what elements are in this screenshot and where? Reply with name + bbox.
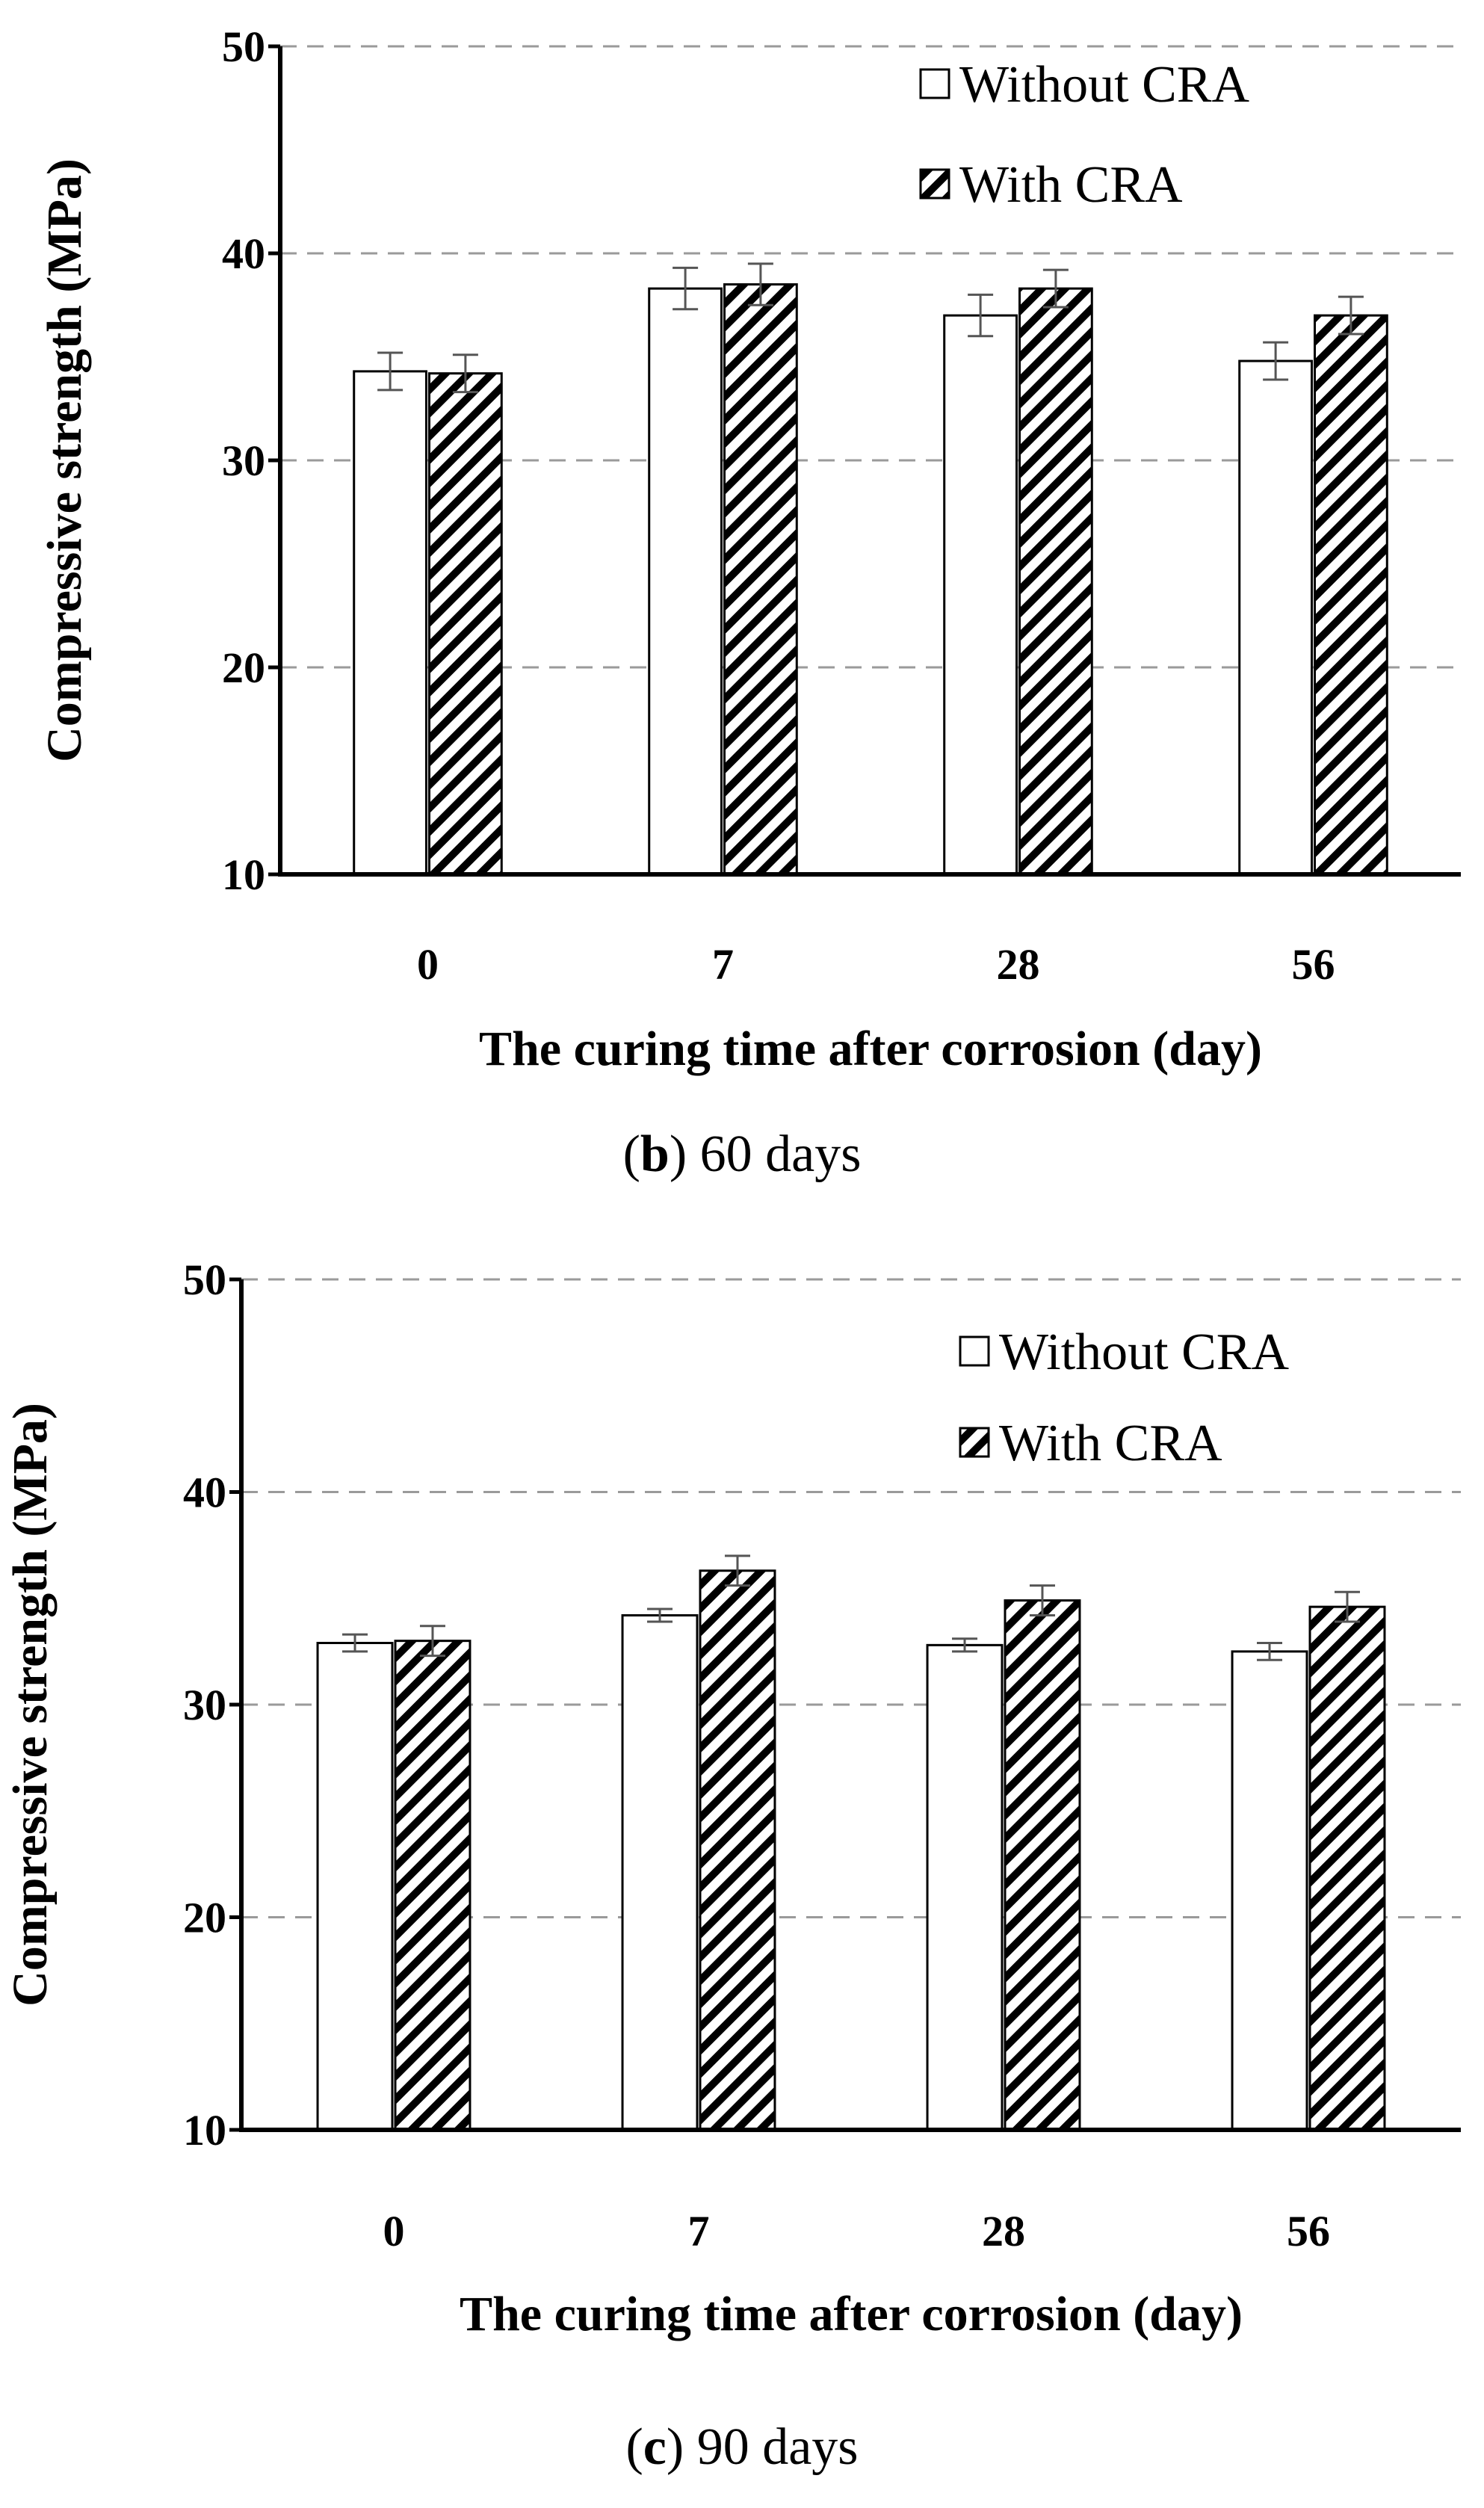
y-axis-title: Compressive strength (MPa) (37, 158, 92, 762)
legend: Without CRA With CRA (919, 56, 1249, 214)
chart-b: 10 20 30 40 50 0 7 28 56 The curing time after co… (37, 22, 1461, 1076)
panel-caption-c: (c) 90 days (625, 2418, 859, 2476)
legend-swatch (919, 68, 950, 99)
panel-caption-b: (b) 60 days (622, 1125, 862, 1183)
bar (699, 1569, 776, 2131)
legend-swatch (959, 1335, 990, 1367)
legend-label: With CRA (959, 156, 1183, 214)
legend-label: Without CRA (959, 56, 1249, 114)
bar (943, 314, 1018, 876)
bar (353, 370, 428, 876)
x-axis-title: The curing time after corrosion (day) (479, 1022, 1262, 1076)
error-bar (673, 266, 699, 311)
error-bar (452, 353, 478, 394)
y-tick-label: 10 (183, 2106, 226, 2155)
bar (394, 1640, 472, 2131)
error-bar (1334, 1590, 1360, 1623)
y-tick-label: 30 (222, 436, 265, 485)
x-tick-label: 0 (417, 940, 439, 989)
bar (1238, 359, 1313, 876)
x-tick-label: 0 (383, 2207, 405, 2255)
bar (621, 1614, 699, 2131)
error-bar (1338, 295, 1364, 336)
y-tick-label: 30 (183, 1681, 226, 1729)
error-bar (1263, 341, 1289, 381)
legend-swatch (959, 1427, 990, 1458)
panel-label-c: 90 days (696, 2418, 859, 2476)
x-tick-label: 7 (688, 2207, 710, 2255)
x-tick-label: 28 (982, 2207, 1025, 2255)
error-bar (1257, 1641, 1283, 1661)
legend-label: Without CRA (999, 1324, 1289, 1381)
bar (1231, 1650, 1308, 2131)
y-tick-label: 50 (222, 22, 265, 71)
x-tick-label: 7 (712, 940, 734, 989)
error-bar (1029, 1584, 1055, 1617)
error-bar (342, 1633, 368, 1653)
bar (1308, 1605, 1386, 2131)
y-tick-label: 10 (222, 850, 265, 899)
x-tick-label: 28 (997, 940, 1040, 989)
chart-c: 10 20 30 40 50 0 7 28 56 The curing time after co… (3, 1255, 1461, 2341)
error-bar (968, 293, 994, 338)
y-tick-label: 20 (222, 643, 265, 692)
y-tick-label: 40 (183, 1468, 226, 1517)
error-bar (1042, 268, 1069, 309)
x-axis-title: The curing time after corrosion (day) (460, 2287, 1243, 2341)
y-tick-label: 40 (222, 229, 265, 278)
y-axis-title: Compressive strength (MPa) (3, 1403, 58, 2007)
bar (648, 287, 723, 876)
bar (428, 372, 503, 876)
y-tick-label: 20 (183, 1894, 226, 1942)
panel-letter-c: c (643, 2418, 667, 2476)
panel-label-b: 60 days (699, 1125, 862, 1183)
bar (1018, 287, 1093, 876)
bar (723, 283, 798, 876)
bar (1004, 1599, 1081, 2131)
legend-label: With CRA (999, 1415, 1222, 1472)
error-bar (647, 1607, 673, 1623)
x-tick-label: 56 (1292, 940, 1335, 989)
chart-panel-b: 10 20 30 40 50 0 7 28 56 The curing time after co… (0, 0, 1484, 1211)
error-bar (377, 351, 404, 392)
bar (316, 1641, 394, 2131)
panel-letter-b: b (640, 1125, 670, 1183)
error-bar (747, 262, 773, 306)
x-tick-label: 56 (1287, 2207, 1330, 2255)
chart-panel-c: 10 20 30 40 50 0 7 28 56 The curing time after co… (0, 1211, 1484, 2508)
error-bar (724, 1554, 750, 1587)
error-bar (419, 1625, 445, 1658)
bar (1314, 314, 1388, 876)
y-tick-label: 50 (183, 1255, 226, 1304)
bar (926, 1643, 1004, 2131)
legend: Without CRA With CRA (959, 1324, 1289, 1472)
error-bar (952, 1637, 978, 1653)
legend-swatch (919, 168, 950, 200)
